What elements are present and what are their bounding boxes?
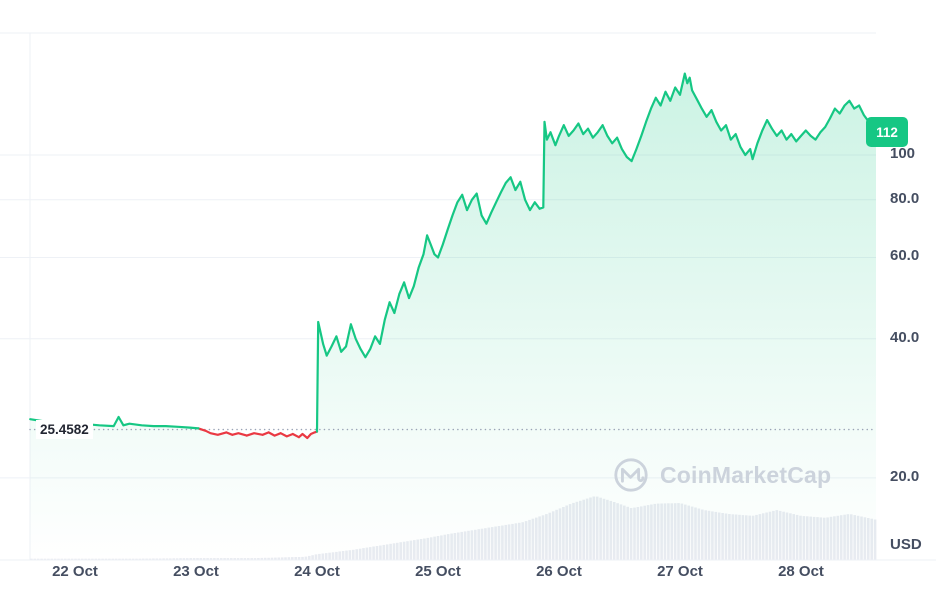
reference-price-label: 25.4582	[36, 419, 93, 439]
x-tick-label: 26 Oct	[536, 563, 582, 580]
price-area	[30, 73, 876, 560]
watermark: CoinMarketCap	[612, 456, 831, 494]
x-tick-label: 27 Oct	[657, 563, 703, 580]
last-price-badge: 112	[866, 117, 908, 148]
x-tick-label: 28 Oct	[778, 563, 824, 580]
watermark-text: CoinMarketCap	[660, 461, 832, 488]
x-tick-label: 23 Oct	[173, 563, 219, 580]
x-axis-labels: 22 Oct 23 Oct 24 Oct 25 Oct 26 Oct 27 Oct 28 O…	[0, 563, 936, 587]
x-tick-label: 24 Oct	[294, 563, 340, 580]
coinmarketcap-logo-icon	[614, 458, 648, 492]
x-tick-label: 22 Oct	[52, 563, 98, 580]
currency-label: USD	[890, 536, 922, 553]
x-tick-label: 25 Oct	[415, 563, 461, 580]
price-line-down	[197, 427, 319, 440]
